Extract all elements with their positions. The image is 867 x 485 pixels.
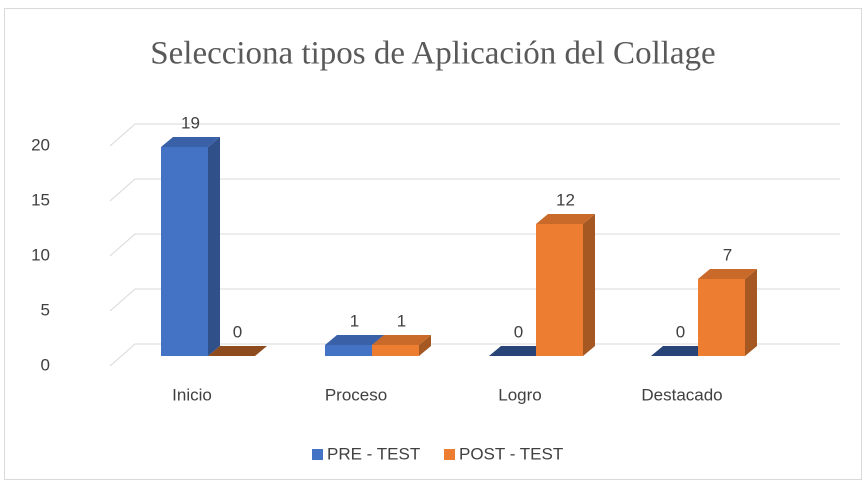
bar-side [745, 269, 757, 356]
y-tick-label: 10 [31, 245, 50, 264]
chart-title: Selecciona tipos de Aplicación del Colla… [150, 36, 715, 72]
data-label: 1 [397, 311, 406, 330]
bar [161, 137, 220, 356]
bar [651, 346, 710, 356]
bar-front [325, 345, 372, 356]
y-tick-label: 20 [31, 135, 50, 154]
bar [698, 269, 757, 356]
bar-top [372, 335, 431, 345]
bar [536, 214, 595, 356]
x-tick-label: Logro [498, 385, 541, 404]
y-tick-label: 5 [41, 300, 50, 319]
data-label: 0 [233, 322, 242, 341]
bar [489, 346, 548, 356]
grid-line [109, 343, 840, 367]
bar [372, 335, 431, 356]
data-label: 0 [514, 322, 523, 341]
y-tick-label: 15 [31, 190, 50, 209]
chart-border [4, 8, 862, 480]
data-label: 19 [181, 113, 200, 132]
bar-top [536, 214, 595, 224]
legend-swatch [312, 449, 323, 460]
bar-side [583, 214, 595, 356]
x-tick-label: Inicio [172, 385, 212, 404]
data-label: 12 [556, 190, 575, 209]
legend-swatch [444, 449, 455, 460]
x-tick-label: Proceso [325, 385, 387, 404]
grid-line [109, 288, 840, 312]
bar-top [161, 137, 220, 147]
bar-top [208, 346, 267, 356]
legend-label: PRE - TEST [327, 444, 420, 463]
grid-line [109, 123, 840, 147]
data-label: 1 [350, 311, 359, 330]
data-label: 7 [723, 245, 732, 264]
y-tick-label: 0 [41, 355, 50, 374]
bar-side [419, 335, 431, 356]
bar [208, 346, 267, 356]
bar-front [536, 224, 583, 356]
bar-side [208, 137, 220, 356]
grid-line [109, 178, 840, 202]
bar-front [372, 345, 419, 356]
bar-top [325, 335, 384, 345]
bar-top [651, 346, 710, 356]
x-tick-label: Destacado [641, 385, 722, 404]
legend-label: POST - TEST [459, 444, 563, 463]
bar-top [489, 346, 548, 356]
bar-front [161, 147, 208, 356]
bar-front [698, 279, 745, 356]
data-label: 0 [676, 322, 685, 341]
bar-top [698, 269, 757, 279]
grid-line [109, 233, 840, 257]
